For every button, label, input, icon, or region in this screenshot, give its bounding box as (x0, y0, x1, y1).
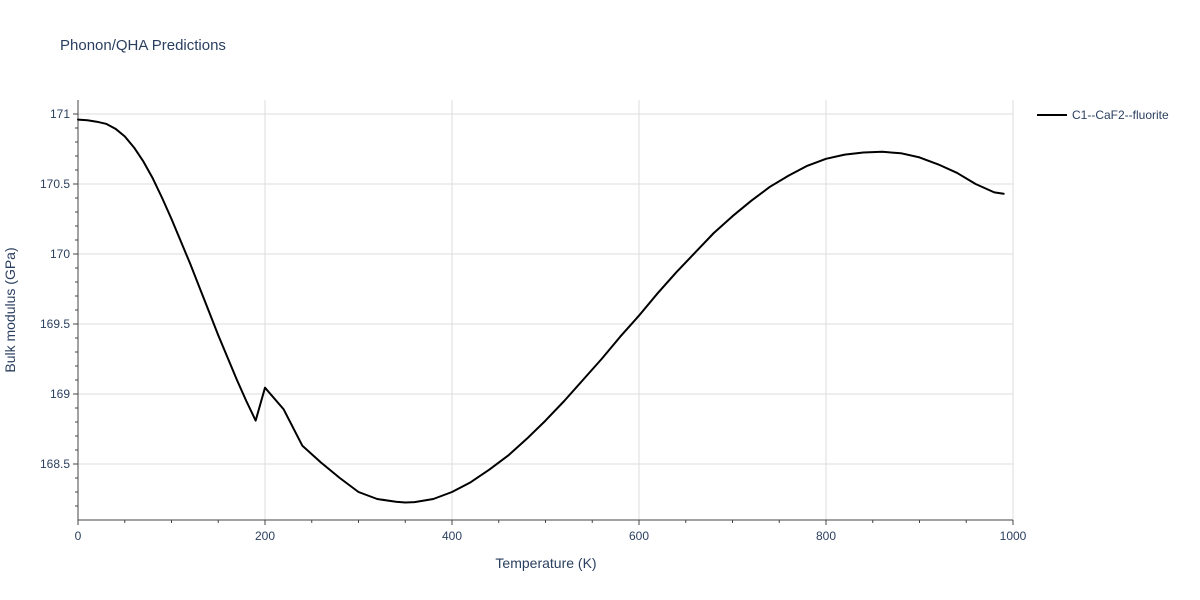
y-tick-label: 169.5 (40, 317, 70, 331)
chart-title: Phonon/QHA Predictions (60, 37, 226, 54)
x-tick-label: 1000 (1000, 529, 1027, 543)
x-tick-label: 0 (75, 529, 82, 543)
ticks: 0 200 400 600 800 1000 168.5 169 169.5 170 170.5 17… (40, 107, 1027, 543)
y-tick-label: 168.5 (40, 457, 70, 471)
y-tick-label: 170.5 (40, 177, 70, 191)
x-tick-label: 600 (629, 529, 649, 543)
x-tick-label: 800 (816, 529, 836, 543)
x-axis-title: Temperature (K) (495, 555, 596, 571)
legend-label: C1--CaF2--fluorite (1072, 108, 1169, 122)
y-tick-label: 169 (50, 387, 70, 401)
grid (78, 100, 1014, 520)
legend[interactable]: C1--CaF2--fluorite (1037, 108, 1169, 122)
series-layer (77, 118, 1005, 504)
y-tick-label: 171 (50, 107, 70, 121)
y-axis-title: Bulk modulus (GPa) (2, 247, 18, 372)
axes (77, 100, 1013, 521)
x-tick-label: 200 (255, 529, 275, 543)
x-tick-label: 400 (442, 529, 462, 543)
series-line (77, 118, 1005, 504)
y-tick-label: 170 (50, 247, 70, 261)
